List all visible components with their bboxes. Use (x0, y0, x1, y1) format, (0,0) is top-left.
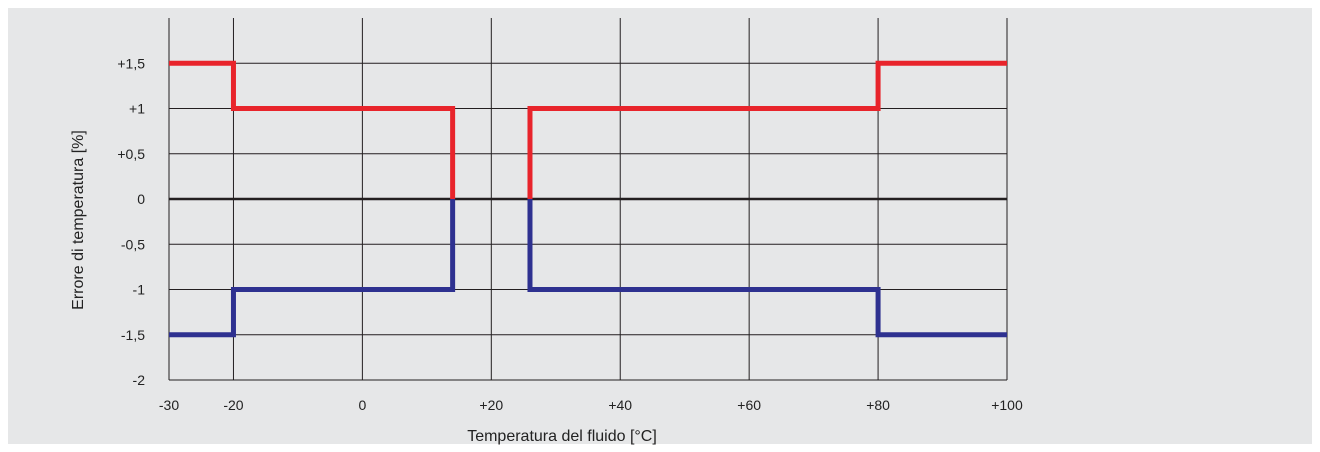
x-tick-label: +100 (991, 397, 1023, 413)
y-tick-label: +1,5 (117, 55, 145, 71)
chart-panel (8, 8, 1312, 444)
x-tick-label: +40 (608, 397, 632, 413)
x-tick-label: +20 (479, 397, 503, 413)
x-axis-title: Temperatura del fluido [°C] (467, 428, 657, 445)
series-line-upper-left (169, 60, 456, 199)
series-group (169, 60, 1007, 338)
y-tick-label: -2 (133, 372, 146, 388)
series-line-upper-right (527, 60, 1007, 199)
series-line-lower-left (169, 199, 456, 338)
series-line-lower-right (527, 199, 1007, 338)
y-tick-label: +0,5 (117, 146, 145, 162)
x-tick-label: +60 (737, 397, 761, 413)
y-tick-label: -1,5 (121, 327, 145, 343)
tick-labels: -30 -20 0 +20 +40 +60 +80 +100 +1,5 +1 +0,5 0 -0,5 -1… (117, 55, 1023, 413)
y-tick-label: 0 (137, 191, 145, 207)
grid (168, 18, 1008, 381)
x-tick-label: -20 (223, 397, 243, 413)
x-tick-label: +80 (866, 397, 890, 413)
y-tick-label: +1 (129, 101, 145, 117)
y-axis-title: Errore di temperatura [%] (70, 130, 87, 310)
y-tick-label: -0,5 (121, 236, 145, 252)
x-tick-label: 0 (358, 397, 366, 413)
y-tick-label: -1 (133, 282, 146, 298)
x-tick-label: -30 (159, 397, 179, 413)
